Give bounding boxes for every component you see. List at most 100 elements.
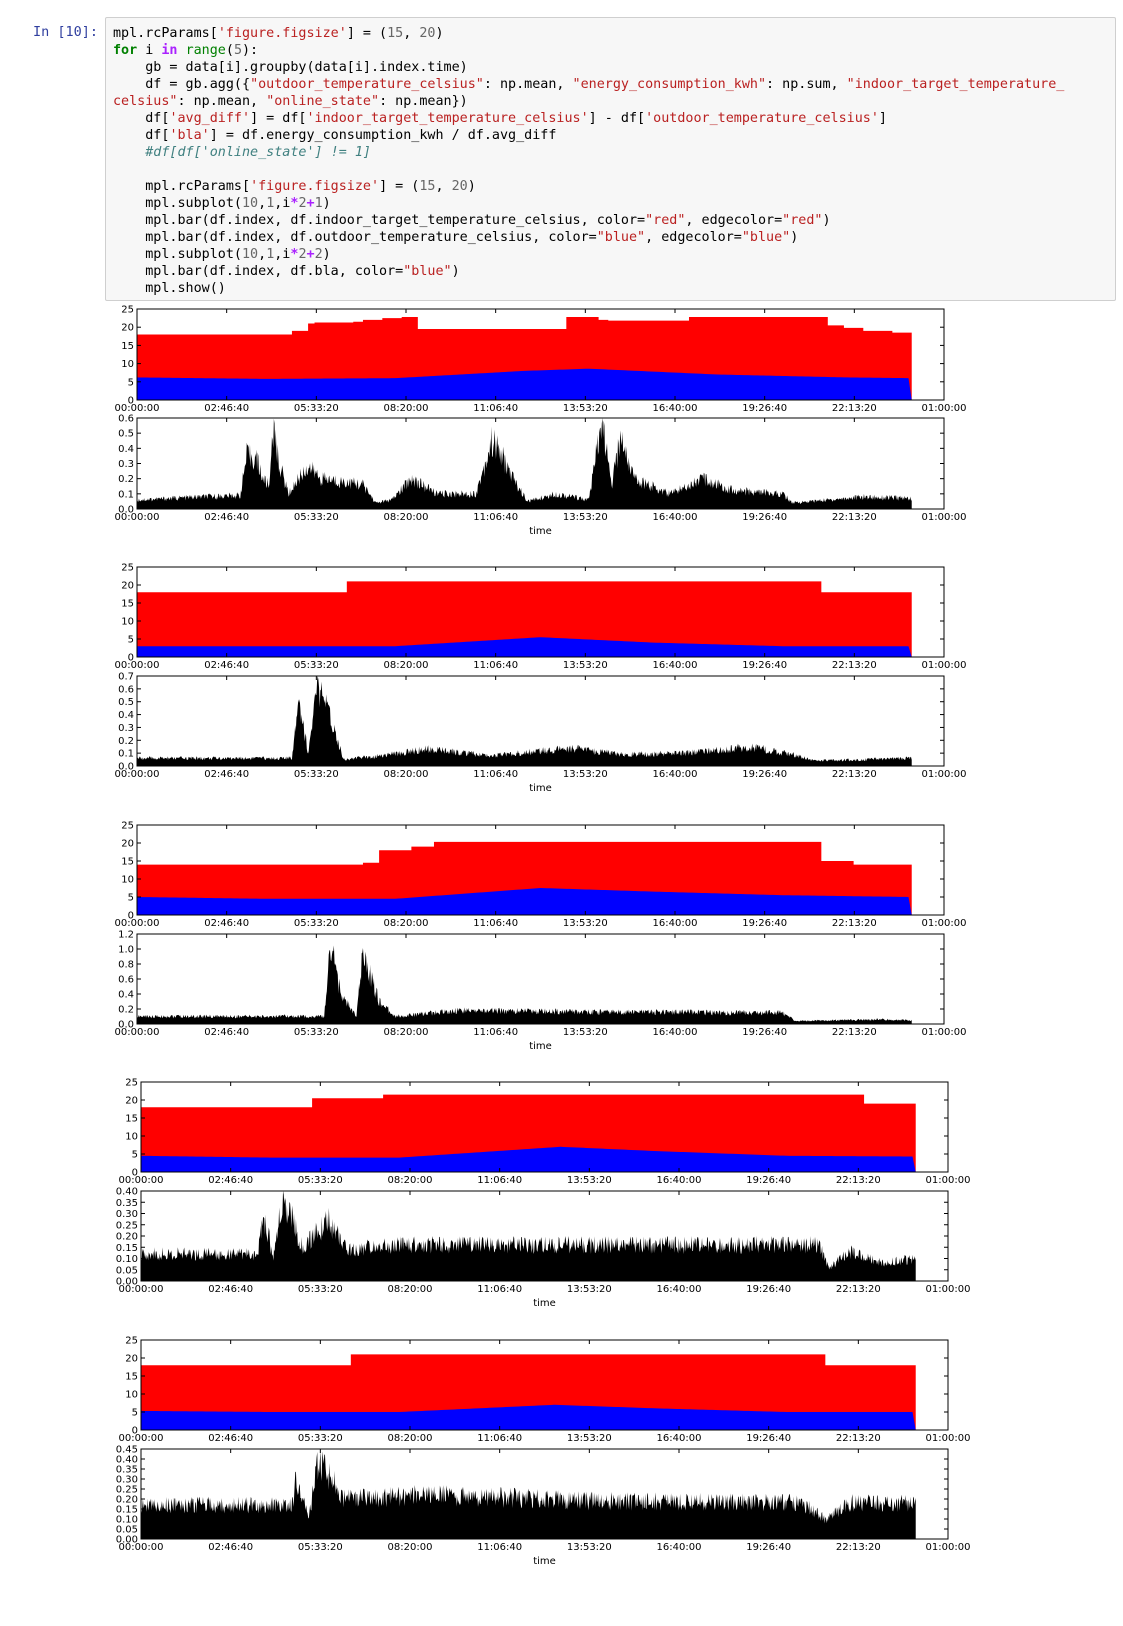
code-cell[interactable]: mpl.rcParams['figure.figsize'] = (15, 20… [105,17,1116,301]
code-line: #df[df['online_state'] != 1] [113,145,371,160]
x-tick-label: 08:20:00 [384,512,429,523]
code-token: "blue" [596,230,646,245]
temperature-chart: 0 5 10 15 20 25 00:00:00 02:46:40 05:33:20 08:20:… [115,563,967,672]
code-token: : np.mean}) [379,94,468,109]
code-token: 2 [298,196,307,211]
code-token: , edgecolor= [685,213,783,228]
y-tick-label: 1.0 [118,945,134,956]
x-tick-label: 08:20:00 [388,1542,433,1553]
code-token: , [258,196,267,211]
code-token: + [306,247,315,262]
code-token: ] = ( [346,26,388,41]
x-tick-label: 01:00:00 [922,918,967,929]
y-tick-label: 0.30 [116,1209,138,1220]
code-line: mpl.bar(df.index, df.bla, color="blue") [113,264,460,279]
x-tick-label: 16:40:00 [657,1284,702,1295]
ratio-bars [141,1451,916,1539]
code-token: 10 [242,196,259,211]
x-tick-label: 05:33:20 [294,769,339,780]
y-tick-label: 0.40 [116,1455,138,1466]
y-tick-label: 15 [125,1372,138,1383]
y-tick-label: 0.1 [118,749,134,760]
x-tick-label: 02:46:40 [208,1175,253,1186]
code-token: : np.sum, [766,77,847,92]
code-token: 1 [266,196,275,211]
x-tick-label: 19:26:40 [742,1027,787,1038]
y-tick-label: 5 [128,893,134,904]
code-token: 10 [242,247,259,262]
x-tick-label: 11:06:40 [477,1542,522,1553]
y-tick-label: 10 [125,1132,138,1143]
y-tick-label: 25 [121,563,134,574]
ratio-bars [137,945,912,1024]
y-tick-label: 10 [121,875,134,886]
y-tick-label: 15 [121,857,134,868]
code-token: ] = ( [379,179,420,194]
x-tick-label: 00:00:00 [115,660,160,671]
x-tick-label: 13:53:20 [563,403,608,414]
code-token: ] - df[ [588,111,646,126]
axes-frame [136,824,945,916]
code-token: , [258,247,267,262]
x-tick-label: 01:00:00 [922,1027,967,1038]
x-tick-label: 01:00:00 [926,1175,971,1186]
x-axis-label: time [529,783,552,794]
x-tick-label: 02:46:40 [204,918,249,929]
x-tick-label: 16:40:00 [653,918,698,929]
code-line: df['avg_diff'] = df['indoor_target_tempe… [113,111,887,126]
code-token: "energy_consumption_kwh" [572,77,767,92]
code-token: 'indoor_target_temperature_celsius' [306,111,589,126]
x-tick-label: 19:26:40 [746,1175,791,1186]
code-token: ) [790,230,799,245]
y-tick-label: 0.2 [118,736,134,747]
code-token: mpl.show() [113,281,226,296]
axes-frame [136,308,945,401]
y-tick-label: 0.4 [118,444,134,455]
y-tick-label: 25 [121,821,134,832]
code-token: : np.mean, [177,94,267,109]
x-tick-label: 22:13:20 [836,1175,881,1186]
x-tick-label: 22:13:20 [836,1542,881,1553]
y-tick-label: 10 [125,1390,138,1401]
y-tick-label: 0.40 [116,1187,138,1198]
x-axis-label: time [529,526,552,537]
ratio-bars [141,1191,916,1281]
code-token: 15 [387,26,404,41]
code-token: df[ [113,111,170,126]
y-tick-label: 0 [128,653,134,664]
x-tick-label: 08:20:00 [384,403,429,414]
x-tick-label: 16:40:00 [657,1542,702,1553]
temperature-chart: 0 5 10 15 20 25 00:00:00 02:46:40 05:33:20 08:20:… [119,1078,971,1187]
code-token: 2 [298,247,307,262]
code-token: ) [451,264,460,279]
ratio-chart: 0.000.050.100.150.200.250.300.350.40 00:0… [116,1187,971,1310]
y-tick-label: 0.00 [116,1535,138,1546]
y-tick-label: 0.05 [116,1525,138,1536]
y-tick-label: 0.10 [116,1515,138,1526]
outdoor-temperature-bars [137,888,912,915]
cell-prompt: In [10]: [33,24,99,40]
temperature-chart: 0 5 10 15 20 25 00:00:00 02:46:40 05:33:20 08:20:… [119,1336,971,1445]
x-tick-label: 16:40:00 [653,660,698,671]
x-tick-label: 13:53:20 [563,918,608,929]
code-editor[interactable]: mpl.rcParams['figure.figsize'] = (15, 20… [106,18,1115,297]
y-tick-label: 0.4 [118,990,134,1001]
code-token: ): [242,43,259,58]
code-token: 'bla' [169,128,210,143]
code-token: mpl.bar(df.index, df.indoor_target_tempe… [113,213,646,228]
y-tick-label: 20 [121,581,134,592]
y-tick-label: 0.3 [118,459,134,470]
ratio-chart: 0.0 0.1 0.2 0.3 0.4 0.5 0.60.7 00:00:00 02:46:40… [115,672,967,795]
indoor-temperature-bars [137,581,912,657]
y-tick-label: 0.5 [118,429,134,440]
x-tick-label: 22:13:20 [836,1284,881,1295]
code-token: range [185,43,226,58]
x-tick-label: 11:06:40 [477,1284,522,1295]
y-tick-label: 5 [128,377,134,388]
y-tick-label: 0.20 [116,1495,138,1506]
x-tick-label: 11:06:40 [473,1027,518,1038]
code-token: ,i [274,247,291,262]
y-tick-label: 0 [128,396,134,407]
code-token: df = gb.agg({ [113,77,251,92]
code-token: "blue" [741,230,791,245]
